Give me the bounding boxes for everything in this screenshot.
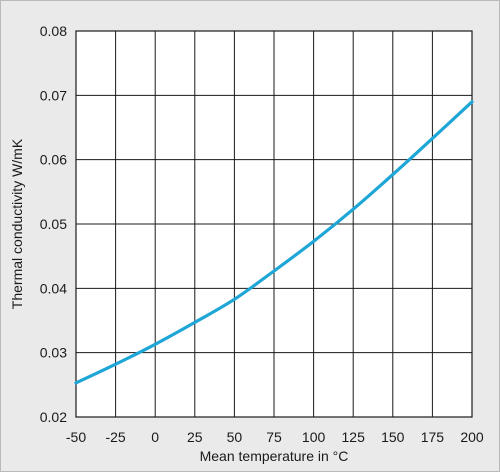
grid bbox=[76, 31, 472, 417]
x-tick-label: -25 bbox=[105, 429, 125, 445]
x-tick-label: 25 bbox=[187, 429, 203, 445]
y-tick-labels: 0.02 0.03 0.04 0.05 0.06 0.07 0.08 bbox=[40, 23, 67, 425]
y-tick-label: 0.07 bbox=[40, 87, 67, 103]
y-tick-label: 0.05 bbox=[40, 216, 67, 232]
y-tick-label: 0.08 bbox=[40, 23, 67, 39]
series-line bbox=[74, 100, 474, 385]
x-tick-label: 100 bbox=[302, 429, 326, 445]
x-tick-label: 125 bbox=[342, 429, 366, 445]
x-tick-label: -50 bbox=[66, 429, 86, 445]
x-tick-labels: -50 -25 0 25 50 75 100 125 150 175 200 bbox=[66, 429, 484, 445]
x-tick-label: 200 bbox=[460, 429, 484, 445]
y-tick-label: 0.06 bbox=[40, 152, 67, 168]
y-axis-title: Thermal conductivity W/mK bbox=[9, 138, 25, 309]
x-tick-label: 75 bbox=[266, 429, 282, 445]
y-tick-label: 0.04 bbox=[40, 280, 67, 296]
x-tick-label: 0 bbox=[151, 429, 159, 445]
y-tick-label: 0.02 bbox=[40, 409, 67, 425]
x-tick-label: 50 bbox=[227, 429, 243, 445]
x-tick-label: 175 bbox=[421, 429, 445, 445]
y-tick-label: 0.03 bbox=[40, 345, 67, 361]
x-axis-title: Mean temperature in °C bbox=[200, 448, 349, 464]
x-tick-label: 150 bbox=[381, 429, 405, 445]
